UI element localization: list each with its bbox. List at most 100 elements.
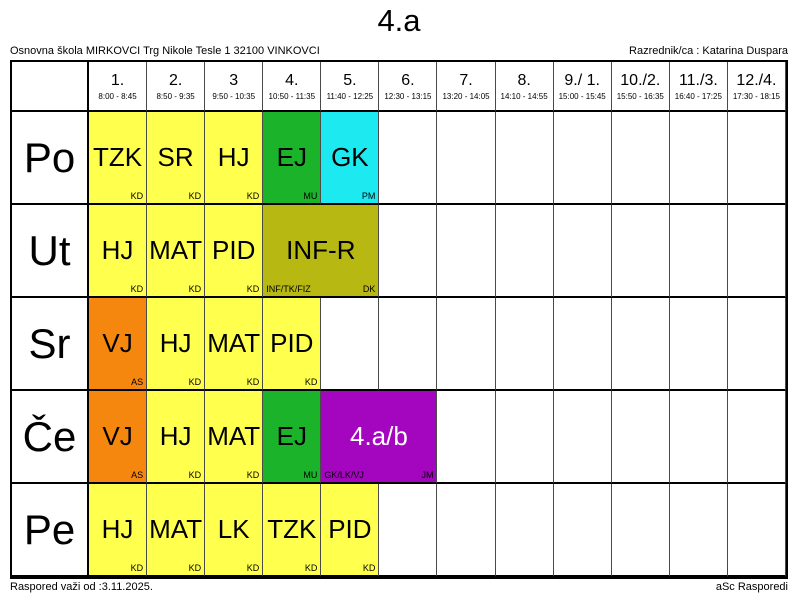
- empty-cell: [437, 205, 496, 298]
- empty-cell: [495, 112, 554, 205]
- lesson-cell: VJ AS: [89, 391, 148, 484]
- lesson-cell: HJ KD: [89, 205, 148, 298]
- subject-label: MAT: [207, 421, 261, 451]
- period-header-cell: 4. 10:50 - 11:35: [263, 62, 322, 112]
- lesson-cell: PID KD: [205, 205, 264, 298]
- lesson-cell: GK PM: [321, 112, 380, 205]
- lesson-cell: HJ KD: [147, 391, 206, 484]
- period-header-cell: 1. 8:00 - 8:45: [89, 62, 148, 112]
- period-header-cell: 11./3. 16:40 - 17:25: [669, 62, 728, 112]
- period-header-cell: 6. 12:30 - 13:15: [379, 62, 438, 112]
- teacher-code: KD: [246, 377, 260, 387]
- period-number: 3: [229, 71, 239, 89]
- teacher-code: MU: [303, 191, 318, 201]
- lesson-cell: TZK KD: [263, 484, 322, 577]
- teacher-code: KD: [188, 470, 202, 480]
- empty-cell: [379, 205, 438, 298]
- app-credit: aSc Rasporedi: [715, 581, 788, 593]
- teacher-code: KD: [130, 284, 144, 294]
- period-time: 8:00 - 8:45: [98, 91, 137, 101]
- empty-cell: [669, 391, 728, 484]
- lesson-cell: HJ KD: [147, 298, 206, 391]
- teacher-code: KD: [304, 563, 318, 573]
- teacher-code: KD: [246, 470, 260, 480]
- empty-cell: [611, 112, 670, 205]
- subject-label: PID: [212, 235, 256, 265]
- period-number: 5.: [343, 71, 357, 89]
- day-label: Ut: [12, 205, 89, 298]
- empty-cell: [669, 205, 728, 298]
- lesson-cell: TZK KD: [89, 112, 148, 205]
- period-number: 7.: [459, 71, 473, 89]
- empty-cell: [727, 298, 786, 391]
- lesson-cell: MAT KD: [205, 391, 264, 484]
- empty-cell: [379, 298, 438, 391]
- subject-label: PID: [270, 328, 314, 358]
- teacher-code: AS: [131, 377, 144, 387]
- subject-label: SR: [157, 142, 194, 172]
- period-number: 11./3.: [678, 71, 718, 89]
- subject-label: EJ: [276, 142, 307, 172]
- period-header-cell: 2. 8:50 - 9:35: [147, 62, 206, 112]
- subject-label: LK: [217, 514, 250, 544]
- footer: Raspored važi od :3.11.2025. aSc Raspore…: [10, 581, 788, 593]
- empty-cell: [379, 484, 438, 577]
- period-header-cell: 5. 11:40 - 12:25: [321, 62, 380, 112]
- subject-label: EJ: [276, 421, 307, 451]
- subject-label: MAT: [207, 328, 261, 358]
- subject-label: VJ: [102, 328, 133, 358]
- empty-cell: [669, 484, 728, 577]
- empty-cell: [553, 391, 612, 484]
- school-name: Osnovna škola MIRKOVCI Trg Nikole Tesle …: [10, 45, 320, 57]
- subject-label: HJ: [101, 514, 134, 544]
- period-header-cell: 9./ 1. 15:00 - 15:45: [553, 62, 612, 112]
- period-time: 11:40 - 12:25: [326, 91, 374, 101]
- day-label: Sr: [12, 298, 89, 391]
- empty-cell: [611, 391, 670, 484]
- teacher-code: PM: [361, 191, 376, 201]
- period-time: 14:10 - 14:55: [500, 91, 548, 101]
- period-time: 9:50 - 10:35: [212, 91, 256, 101]
- lesson-cell: SR KD: [147, 112, 206, 205]
- teacher-code: MU: [303, 470, 318, 480]
- empty-cell: [727, 484, 786, 577]
- empty-cell: [437, 391, 496, 484]
- empty-cell: [727, 391, 786, 484]
- period-header-cell: 8. 14:10 - 14:55: [495, 62, 554, 112]
- subject-label: GK: [331, 142, 369, 172]
- period-time: 15:00 - 15:45: [558, 91, 606, 101]
- group-label: GK/LK/VJ: [324, 470, 364, 480]
- empty-cell: [669, 298, 728, 391]
- empty-cell: [495, 484, 554, 577]
- period-header-cell: 3 9:50 - 10:35: [205, 62, 264, 112]
- day-label: Po: [12, 112, 89, 205]
- empty-cell: [669, 112, 728, 205]
- period-number: 4.: [285, 71, 299, 89]
- subject-label: HJ: [217, 142, 250, 172]
- class-teacher: Razrednik/ca : Katarina Duspara: [629, 45, 788, 57]
- subject-label: MAT: [149, 235, 203, 265]
- timetable-grid: 1. 8:00 - 8:45 2. 8:50 - 9:35 3 9:50 - 10:35 4…: [10, 60, 788, 579]
- period-number: 9./ 1.: [564, 71, 600, 89]
- empty-cell: [379, 112, 438, 205]
- lesson-cell: PID KD: [321, 484, 380, 577]
- teacher-code: KD: [188, 563, 202, 573]
- empty-cell: [611, 484, 670, 577]
- period-header-cell: 12./4. 17:30 - 18:15: [727, 62, 786, 112]
- period-number: 2.: [168, 71, 183, 89]
- period-number: 1.: [110, 71, 125, 89]
- period-number: 6.: [401, 71, 415, 89]
- lesson-cell: MAT KD: [147, 205, 206, 298]
- period-header-cell: 7. 13:20 - 14:05: [437, 62, 496, 112]
- teacher-code: JM: [421, 470, 434, 480]
- teacher-code: KD: [246, 563, 260, 573]
- teacher-code: KD: [130, 191, 144, 201]
- lesson-cell: HJ KD: [205, 112, 264, 205]
- period-number: 12./4.: [736, 71, 777, 89]
- lesson-cell: EJ MU: [263, 112, 322, 205]
- teacher-code: KD: [188, 377, 202, 387]
- teacher-code: DK: [362, 284, 376, 294]
- subject-label: TZK: [92, 142, 143, 172]
- empty-cell: [553, 484, 612, 577]
- subject-label: HJ: [159, 421, 192, 451]
